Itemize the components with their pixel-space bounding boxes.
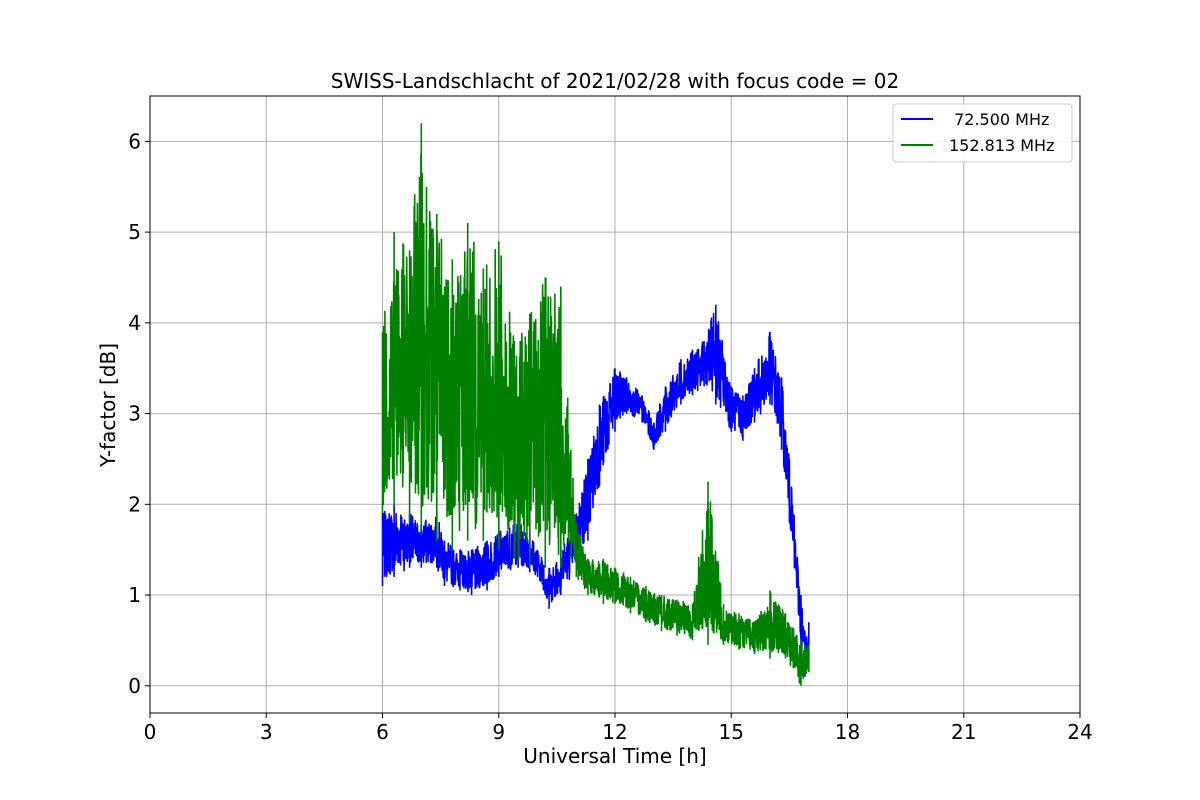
x-tick-label: 18 (835, 720, 860, 744)
y-tick-label: 3 (128, 402, 141, 426)
x-tick-label: 21 (951, 720, 976, 744)
legend: 72.500 MHz 152.813 MHz (892, 103, 1073, 163)
y-tick-label: 0 (128, 674, 141, 698)
y-tick-label: 1 (128, 583, 141, 607)
x-tick-label: 3 (260, 720, 273, 744)
y-tick-label: 5 (128, 220, 141, 244)
legend-label: 152.813 MHz (949, 136, 1054, 155)
legend-label: 72.500 MHz (949, 110, 1049, 129)
series-line-2 (381, 123, 810, 686)
y-axis-label: Y-factor [dB] (96, 343, 120, 468)
series-layer (381, 123, 810, 686)
chart-title: SWISS-Landschlacht of 2021/02/28 with fo… (331, 69, 899, 93)
y-tick-label: 2 (128, 492, 141, 516)
x-tick-label: 9 (492, 720, 505, 744)
y-tick-label: 6 (128, 129, 141, 153)
x-tick-label: 24 (1067, 720, 1092, 744)
x-axis-label: Universal Time [h] (523, 744, 706, 768)
y-tick-label: 4 (128, 311, 141, 335)
x-tick-label: 15 (719, 720, 744, 744)
x-tick-label: 0 (144, 720, 157, 744)
x-tick-label: 6 (376, 720, 389, 744)
legend-box (892, 103, 1073, 163)
x-tick-label: 12 (602, 720, 627, 744)
